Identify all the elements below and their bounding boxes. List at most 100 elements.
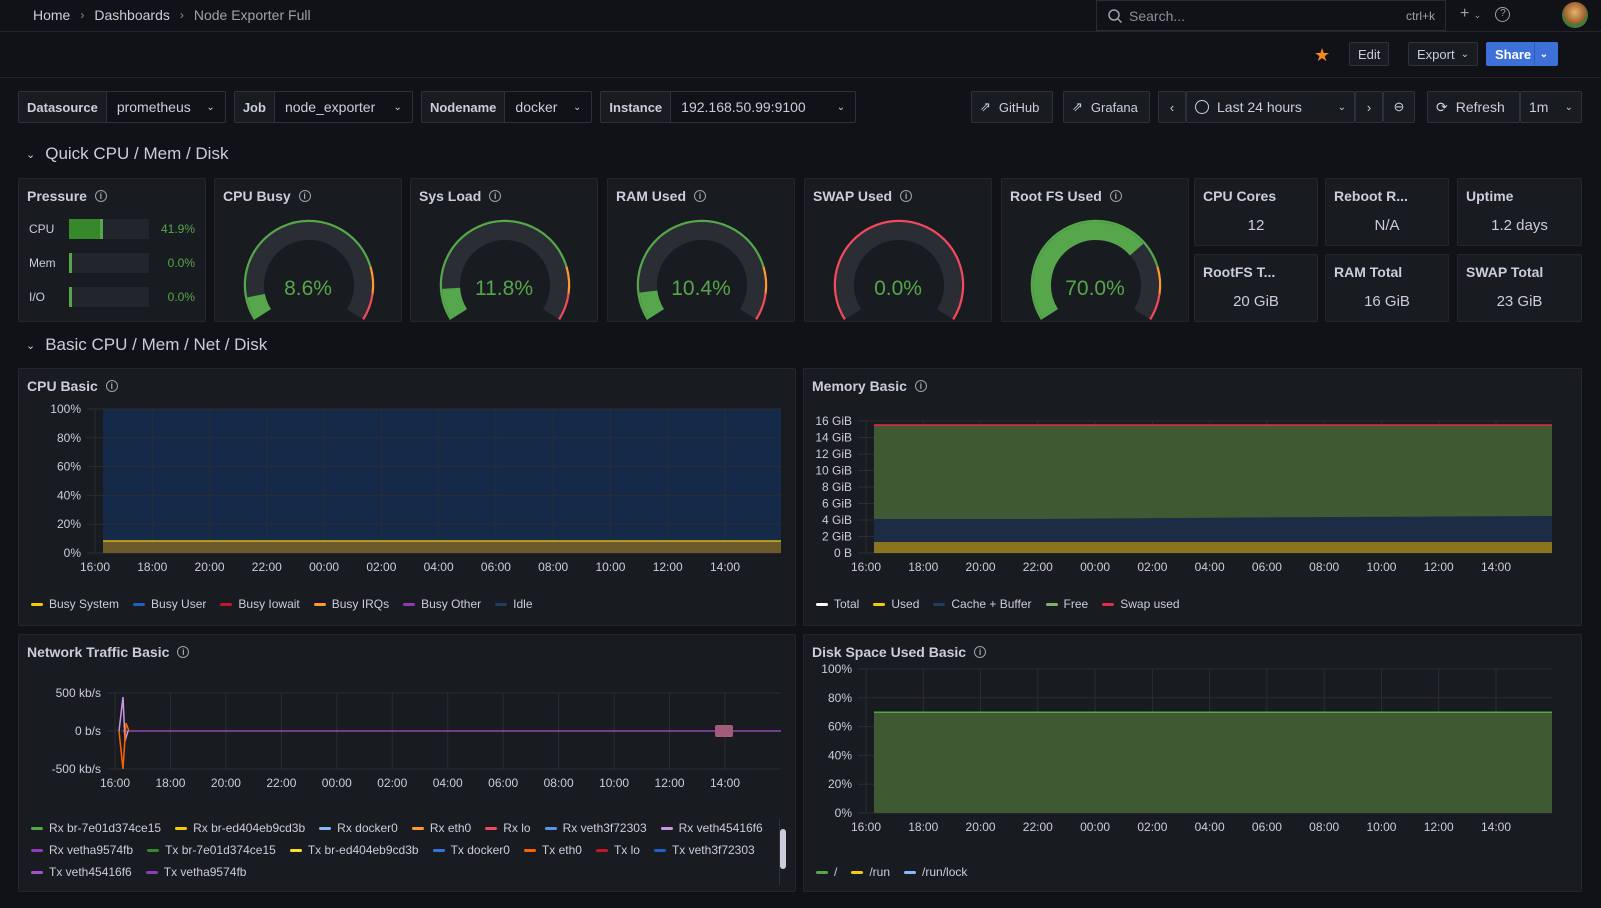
legend-item[interactable]: Idle (495, 597, 533, 611)
legend-item[interactable]: Busy IRQs (313, 597, 389, 611)
grafana-link-button[interactable]: ⇗ Grafana (1063, 91, 1150, 123)
panel-title: SWAP Total (1466, 264, 1544, 280)
info-icon[interactable]: i (177, 646, 190, 658)
legend-item[interactable]: Rx eth0 (411, 821, 471, 835)
zoom-out-button[interactable]: ⊖ (1383, 91, 1415, 123)
legend-label: Tx vetha9574fb (163, 865, 247, 879)
search-shortcut: ctrl+k (1405, 8, 1435, 23)
legend-item[interactable]: Busy Other (403, 597, 481, 611)
gauge-threshold-arc (243, 219, 372, 320)
info-icon[interactable]: i (900, 190, 913, 202)
panel-title: Sys Load i (419, 188, 502, 204)
pressure-value: 41.9% (160, 222, 195, 236)
panel-title: SWAP Used i (813, 188, 913, 204)
variable-nodename[interactable]: Nodename docker ⌄ (420, 91, 593, 123)
legend-item[interactable]: Tx lo (595, 843, 640, 857)
legend-item[interactable]: /run/lock (904, 865, 967, 879)
legend-item[interactable]: Free (1045, 597, 1088, 611)
legend-swatch (485, 826, 498, 830)
network-basic-chart[interactable]: 500 kb/s 0 b/s -500 kb/s16:00 18:00 20:00 22:… (19, 635, 797, 815)
legend-item[interactable]: Tx veth3f72303 (653, 843, 755, 857)
star-icon[interactable]: ★ (1314, 45, 1331, 65)
info-icon[interactable]: i (94, 190, 107, 202)
panel-title-text: CPU Busy (223, 188, 291, 204)
legend-item[interactable]: Rx vetha9574fb (31, 843, 133, 857)
scroll-thumb[interactable] (780, 829, 786, 869)
share-menu-button[interactable]: ⌄ (1534, 42, 1554, 66)
disk-basic-chart[interactable]: 100% 80% 60% 40% 20% 0%16:00 18:00 20:00 22:00 00… (804, 635, 1583, 860)
gauge-value: 10.4% (671, 277, 731, 300)
legend-item[interactable]: Busy System (31, 597, 119, 611)
legend-item[interactable]: Tx br-7e01d374ce15 (147, 843, 276, 857)
avatar[interactable] (1562, 2, 1588, 28)
variable-datasource[interactable]: Datasource prometheus ⌄ (18, 91, 226, 123)
panel-title-text: RAM Used (616, 188, 687, 204)
chart-legend: Rx br-7e01d374ce15 Rx br-ed404eb9cd3b Rx d… (31, 821, 771, 879)
info-icon[interactable]: i (914, 380, 927, 392)
x-tick-label: 16:00 (100, 776, 130, 790)
breadcrumb-home[interactable]: Home (33, 7, 71, 23)
refresh-button[interactable]: ⟳ Refresh (1427, 91, 1520, 123)
legend-item[interactable]: Used (873, 597, 919, 611)
row-quick-cpu-mem-disk[interactable]: ⌄ Quick CPU / Mem / Disk (26, 144, 228, 164)
row-basic-cpu-mem-net-disk[interactable]: ⌄ Basic CPU / Mem / Net / Disk (26, 335, 267, 355)
traffic-burst (715, 725, 733, 737)
legend-item[interactable]: Rx veth45416f6 (660, 821, 763, 835)
legend-item[interactable]: Tx eth0 (523, 843, 582, 857)
legend-swatch (31, 602, 43, 606)
pressure-bar-fill (69, 219, 103, 239)
refresh-interval-picker[interactable]: 1m ⌄ (1520, 91, 1582, 123)
time-shift-back-button[interactable]: ‹ (1158, 91, 1186, 123)
gauge-threshold-arc (636, 219, 765, 320)
info-icon[interactable]: i (489, 190, 502, 202)
chevron-down-icon: ⌄ (1337, 101, 1346, 113)
github-link-button[interactable]: ⇗ GitHub (971, 91, 1053, 123)
legend-item[interactable]: Rx lo (485, 821, 531, 835)
info-icon[interactable]: i (105, 380, 118, 392)
legend-item[interactable]: Tx veth45416f6 (31, 865, 132, 879)
legend-item[interactable]: Rx br-ed404eb9cd3b (175, 821, 305, 835)
legend-item[interactable]: Rx veth3f72303 (544, 821, 647, 835)
x-tick-label: 02:00 (1137, 820, 1167, 834)
legend-item[interactable]: Tx br-ed404eb9cd3b (289, 843, 419, 857)
gauge-value: 70.0% (1065, 277, 1125, 300)
legend-item[interactable]: Busy Iowait (220, 597, 300, 611)
legend-item[interactable]: Rx docker0 (319, 821, 398, 835)
y-tick-label: 20% (828, 777, 852, 791)
variables-bar: Datasource prometheus ⌄ Job node_exporter ⌄ … (18, 91, 857, 123)
legend-item[interactable]: Cache + Buffer (933, 597, 1032, 611)
info-icon[interactable]: i (298, 190, 311, 202)
add-icon[interactable]: + ⌄ (1460, 5, 1482, 22)
legend-item[interactable]: Tx vetha9574fb (145, 865, 247, 879)
legend-item[interactable]: Swap used (1102, 597, 1180, 611)
legend-item[interactable]: Busy User (133, 597, 206, 611)
help-icon[interactable]: ? (1495, 6, 1511, 22)
legend-swatch (313, 602, 326, 606)
legend-item[interactable]: Tx docker0 (432, 843, 510, 857)
variable-job[interactable]: Job node_exporter ⌄ (233, 91, 413, 123)
info-icon[interactable]: i (974, 646, 987, 658)
legend-item[interactable]: Total (816, 597, 859, 611)
legend-item[interactable]: / (816, 865, 837, 879)
legend-item[interactable]: /run (851, 865, 890, 879)
edit-button[interactable]: Edit (1349, 42, 1390, 66)
cpu-basic-chart[interactable]: 100% 80% 60% 40% 20% 0%16:00 18:00 20:00 22:00 00… (19, 369, 797, 589)
stat-panel-ram-total: RAM Total 16 GiB (1325, 254, 1449, 322)
legend-item[interactable]: Rx br-7e01d374ce15 (31, 821, 161, 835)
info-icon[interactable]: i (1109, 190, 1122, 202)
legend-swatch (411, 826, 424, 830)
export-button[interactable]: Export ⌄ (1408, 42, 1478, 66)
gauge-threshold-arc (439, 219, 568, 320)
time-shift-forward-button[interactable]: › (1355, 91, 1383, 123)
time-picker[interactable]: Last 24 hours ⌄ (1186, 91, 1355, 123)
variable-instance[interactable]: Instance 192.168.50.99:9100 ⌄ (600, 91, 857, 123)
memory-basic-chart[interactable]: 16 GiB 14 GiB 12 GiB 10 GiB 8 GiB 6 GiB 4 GiB 2… (804, 369, 1583, 589)
refresh-icon: ⟳ (1436, 98, 1448, 115)
info-icon[interactable]: i (694, 190, 707, 202)
x-tick-label: 02:00 (377, 776, 407, 790)
breadcrumb-dashboards[interactable]: Dashboards (94, 7, 170, 23)
x-tick-label: 16:00 (851, 560, 881, 574)
legend-scrollbar[interactable] (779, 819, 787, 885)
legend-swatch (653, 848, 666, 852)
search-input[interactable]: Search... ctrl+k (1096, 0, 1446, 31)
